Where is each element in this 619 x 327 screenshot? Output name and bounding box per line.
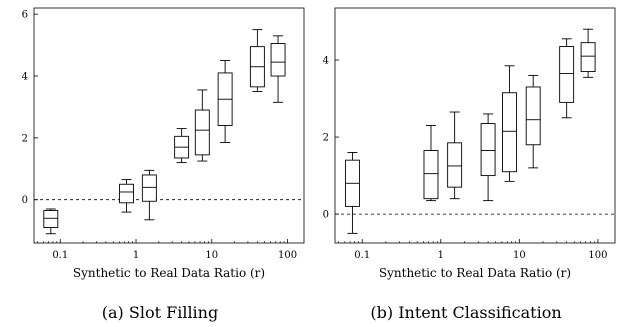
box-iqr	[119, 183, 135, 204]
box-iqr	[141, 174, 157, 202]
box-2	[141, 169, 157, 221]
box-iqr	[525, 86, 541, 146]
x-tick-label: 100	[588, 250, 607, 261]
x-tick-label: 1	[438, 250, 444, 261]
box-6	[559, 38, 575, 119]
x-tick-label: 10	[205, 250, 218, 261]
box-5	[525, 74, 541, 169]
box-iqr	[502, 92, 517, 173]
panel-slot-filling: 0 2 4 6 0.1 1 10 100 Synthetic to Real Data Rati…	[22, 7, 305, 322]
y-tick-label: 4	[323, 56, 329, 67]
box-iqr	[43, 210, 59, 228]
y-tick-label: 0	[323, 210, 329, 221]
x-axis-label: Synthetic to Real Data Ratio (r)	[379, 266, 571, 280]
y-tick-label: 4	[22, 72, 28, 83]
panel-caption: (b) Intent Classification	[370, 303, 561, 322]
plot-frame	[33, 7, 305, 244]
box-4	[502, 65, 517, 182]
box-iqr	[480, 123, 496, 177]
box-iqr	[194, 109, 210, 156]
box-5	[217, 60, 233, 143]
x-axis-label: Synthetic to Real Data Ratio (r)	[73, 266, 265, 280]
box-0	[344, 152, 360, 234]
x-tick-label: 10	[513, 250, 526, 261]
y-tick-label: 6	[22, 10, 28, 21]
y-tick-label: 2	[22, 133, 28, 144]
box-1	[119, 179, 135, 213]
plot-frame	[334, 7, 616, 244]
panel-intent-classification: 0 2 4 0.1 1 10 100 Synthetic to Real Data Ratio…	[323, 7, 616, 322]
box-0	[43, 208, 59, 235]
x-tick-label: 100	[278, 250, 297, 261]
y-tick-label: 2	[323, 133, 329, 144]
box-iqr	[423, 150, 439, 200]
x-tick-label: 1	[133, 250, 139, 261]
box-7	[580, 28, 596, 78]
box-3	[174, 128, 190, 164]
x-tick-label: 0.1	[52, 250, 68, 261]
box-iqr	[559, 46, 575, 103]
y-tick-label: 0	[22, 195, 28, 206]
box-2	[447, 111, 463, 200]
box-7	[270, 35, 286, 103]
box-iqr	[447, 142, 463, 188]
box-4	[194, 89, 210, 162]
box-3	[480, 113, 496, 202]
box-6	[249, 29, 265, 92]
box-iqr	[270, 43, 286, 77]
panel-caption: (a) Slot Filling	[102, 303, 218, 322]
box-1	[423, 125, 439, 202]
box-iqr	[580, 42, 596, 73]
x-tick-label: 0.1	[354, 250, 370, 261]
